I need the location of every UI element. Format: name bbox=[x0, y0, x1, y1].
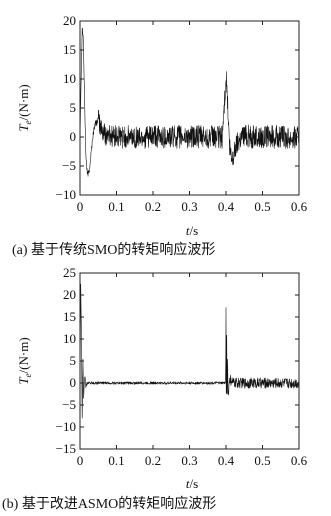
y-tick-label: 5 bbox=[70, 353, 77, 368]
torque-series-line bbox=[79, 27, 300, 177]
caption-a: (a) 基于传统SMO的转矩响应波形 bbox=[12, 241, 215, 258]
x-tick-label: 0.5 bbox=[254, 453, 270, 468]
x-tick-label: 0.2 bbox=[145, 199, 161, 214]
x-tick-label: 0.5 bbox=[254, 199, 270, 214]
y-axis-label-b: Te/(N·m) bbox=[16, 337, 33, 384]
panel-a: −10 −5 0 5 10 15 20 0 0.1 0.2 0.3 0.4 0.5 0.6 Te/(N·… bbox=[12, 13, 308, 258]
y-tick-label: 10 bbox=[63, 71, 76, 86]
x-tick-label: 0.4 bbox=[218, 453, 235, 468]
x-axis-label-b: t/s bbox=[186, 476, 198, 491]
y-tick-label: 15 bbox=[63, 309, 76, 324]
y-tick-label: 25 bbox=[63, 265, 76, 280]
x-tick-label: 0.1 bbox=[108, 199, 124, 214]
x-axis-label-a: t/s bbox=[186, 223, 198, 238]
caption-b: (b) 基于改进ASMO的转矩响应波形 bbox=[2, 495, 216, 512]
y-tick-label: −10 bbox=[56, 187, 76, 202]
x-tick-label: 0.1 bbox=[108, 453, 124, 468]
x-tick-label: 0 bbox=[77, 199, 84, 214]
x-tick-label: 0.3 bbox=[181, 199, 197, 214]
panel-b: −15 −10 −5 0 5 10 15 20 25 0 0.1 0.2 0.3 0.4 0.5 0.6 T… bbox=[2, 265, 308, 512]
y-tick-label: 10 bbox=[63, 331, 76, 346]
series-a-torque bbox=[79, 27, 300, 177]
x-tick-label: 0.3 bbox=[181, 453, 197, 468]
y-tick-label: −15 bbox=[56, 441, 76, 456]
plot-frame-b bbox=[79, 272, 300, 450]
y-tick-label: 5 bbox=[70, 100, 77, 115]
y-tick-label: 15 bbox=[63, 42, 76, 57]
series-b-torque bbox=[79, 283, 300, 419]
x-tick-label: 0.6 bbox=[291, 199, 308, 214]
y-tick-label: 0 bbox=[70, 129, 77, 144]
y-tick-label: −5 bbox=[62, 397, 76, 412]
x-axis-b: 0 0.1 0.2 0.3 0.4 0.5 0.6 bbox=[77, 273, 308, 468]
x-tick-label: 0 bbox=[77, 453, 84, 468]
x-tick-label: 0.6 bbox=[291, 453, 308, 468]
x-tick-label: 0.4 bbox=[218, 199, 235, 214]
torque-series-line bbox=[79, 283, 300, 419]
y-axis-label-a: Te/(N·m) bbox=[16, 84, 33, 131]
y-axis-a: −10 −5 0 5 10 15 20 bbox=[56, 13, 299, 202]
y-tick-label: 0 bbox=[70, 375, 77, 390]
y-tick-label: −10 bbox=[56, 419, 76, 434]
x-axis-a: 0 0.1 0.2 0.3 0.4 0.5 0.6 bbox=[77, 21, 308, 214]
plot-frame-a bbox=[79, 20, 300, 196]
y-axis-b: −15 −10 −5 0 5 10 15 20 25 bbox=[56, 265, 299, 456]
y-tick-label: 20 bbox=[63, 13, 76, 28]
x-tick-label: 0.2 bbox=[145, 453, 161, 468]
y-tick-label: −5 bbox=[62, 158, 76, 173]
y-tick-label: 20 bbox=[63, 287, 76, 302]
